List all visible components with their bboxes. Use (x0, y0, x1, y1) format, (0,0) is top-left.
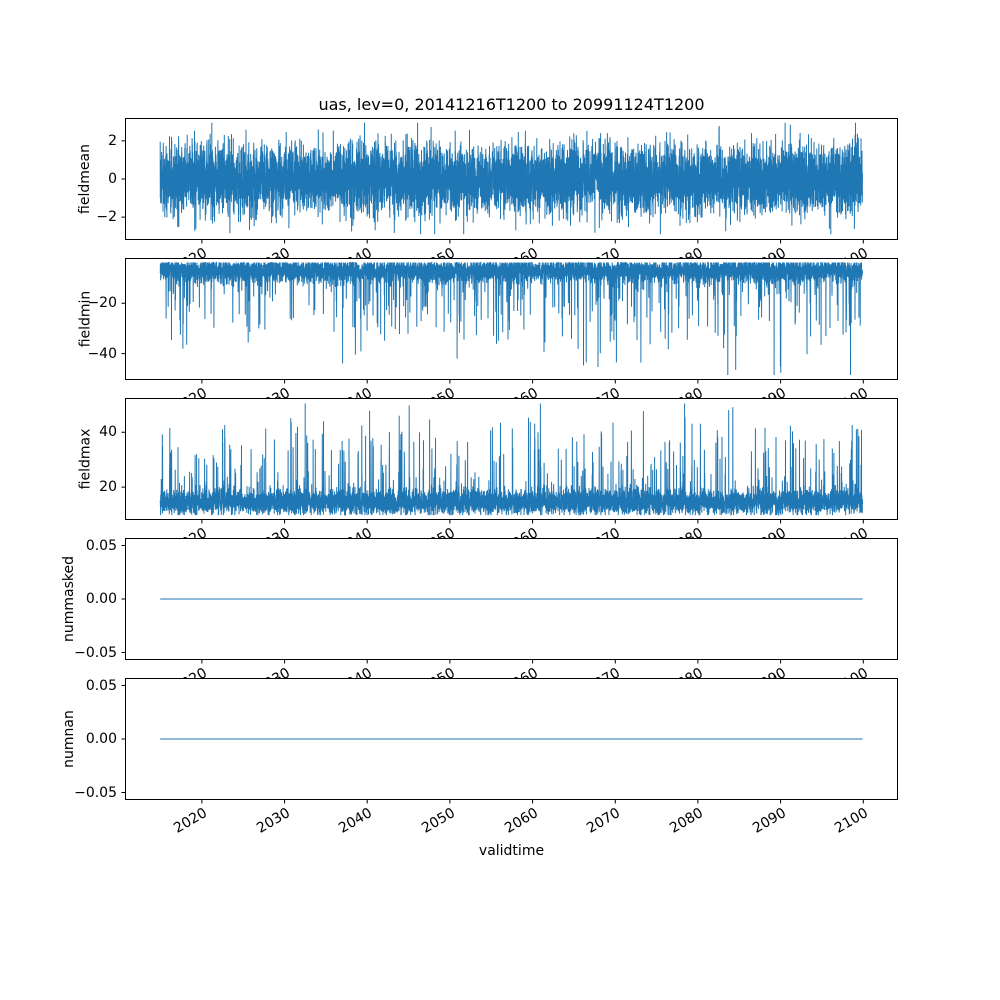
plot-area-fieldmin (121, 258, 898, 384)
axes-frame (125, 398, 898, 520)
subplot-numnan: 0.05 0.00 −0.05 2020 2030 2040 2050 2060 2070 208… (61, 678, 898, 837)
tick-marks (121, 431, 864, 524)
plot-area-fieldmean (121, 118, 898, 244)
y-tick-label: 20 (99, 479, 117, 496)
x-tick-label: 2030 (253, 805, 293, 837)
axes-frame (125, 118, 898, 240)
y-axis-label-box: numnan (60, 678, 78, 800)
y-tick-label: 0.00 (85, 591, 117, 607)
plot-area-fieldmax (121, 398, 898, 524)
axes-frame (125, 538, 898, 660)
x-tick-label: 2040 (336, 805, 376, 837)
y-axis-label: numnan (61, 710, 77, 768)
y-axis-label: nummasked (61, 555, 78, 643)
x-tick-label: 2090 (749, 805, 789, 837)
y-tick-label: 0 (108, 171, 117, 187)
x-axis-label: validtime (478, 843, 545, 859)
y-axis-label-box: fieldmean (76, 118, 94, 240)
series-line-fieldmax (159, 403, 863, 516)
y-tick-label: −2 (96, 209, 117, 226)
subplot-fieldmin: −20−402020203020402050206020702080209021… (77, 258, 898, 417)
y-tick-label: −40 (87, 345, 117, 362)
y-tick-label: 0.00 (85, 731, 117, 747)
x-tick-label: 2050 (419, 805, 458, 837)
x-tick-label: 2100 (832, 805, 872, 837)
y-axis-label-box: fieldmin (76, 258, 94, 380)
subplot-fieldmax: 4020202020302040205020602070208020902100… (77, 398, 898, 557)
subplot-fieldmean: 20−2202020302040205020602070208020902100… (77, 118, 898, 277)
tick-marks (121, 545, 864, 664)
x-tick-label: 2070 (584, 805, 624, 837)
y-tick-label: 40 (99, 424, 117, 441)
y-tick-label: −0.05 (74, 784, 117, 801)
y-tick-label: −20 (87, 295, 117, 312)
x-tick-label: 2080 (667, 805, 706, 837)
plot-area-nummasked (121, 538, 898, 664)
x-tick-label: 2060 (501, 805, 541, 837)
tick-marks (121, 302, 864, 384)
x-tick-label: 2020 (171, 805, 210, 837)
plot-area-numnan (121, 678, 898, 804)
subplot-nummasked: 0.050.00−0.05202020302040205020602070208… (61, 538, 898, 697)
series-line-fieldmean (159, 122, 863, 235)
axes-frame (125, 678, 898, 800)
y-tick-label: −0.05 (74, 644, 117, 661)
y-axis-label: fieldmin (77, 290, 94, 348)
y-axis-label-box: fieldmax (76, 398, 94, 520)
y-tick-label: 0.05 (85, 677, 117, 694)
y-tick-label: 2 (108, 132, 117, 149)
series-line-fieldmin (159, 261, 863, 376)
figure-title: uas, lev=0, 20141216T1200 to 20991124T12… (318, 95, 705, 114)
y-axis-label: fieldmax (77, 428, 93, 490)
axes-frame (125, 258, 898, 380)
y-tick-label: 0.05 (85, 537, 117, 554)
y-axis-label-box: nummasked (60, 538, 78, 660)
tick-marks (121, 685, 864, 804)
tick-marks (121, 140, 864, 244)
y-axis-label: fieldmean (77, 144, 94, 214)
